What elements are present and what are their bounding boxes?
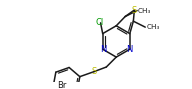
Text: S: S	[91, 67, 96, 76]
Text: N: N	[100, 45, 107, 54]
Text: CH₃: CH₃	[146, 24, 160, 30]
Text: Br: Br	[57, 81, 66, 89]
Text: S: S	[132, 6, 137, 15]
Text: Cl: Cl	[95, 18, 104, 27]
Text: N: N	[126, 45, 132, 54]
Text: CH₃: CH₃	[138, 8, 151, 14]
